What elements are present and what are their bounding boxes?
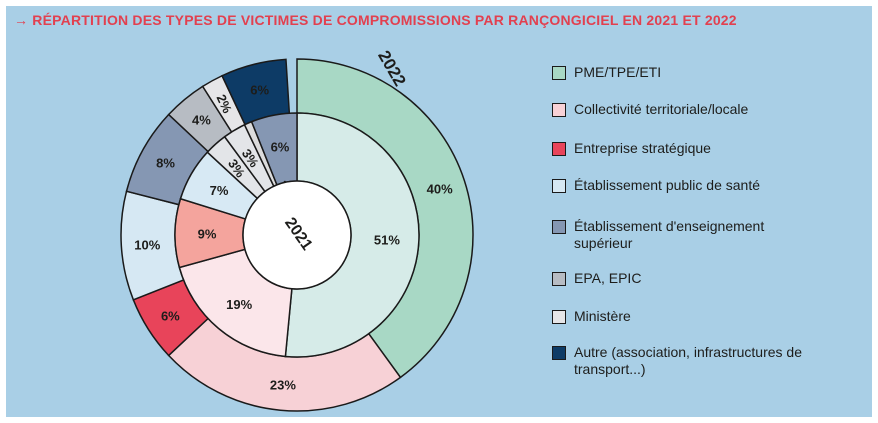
legend-swatch-4 [552,220,566,234]
legend-swatch-6 [552,310,566,324]
legend-swatch-3 [552,179,566,193]
outer-label-1: 23% [270,377,296,392]
outer-label-2: 6% [161,308,180,323]
legend-item-7: Autre (association, infrastructures de t… [552,344,824,378]
legend-swatch-2 [552,142,566,156]
legend-label-1: Collectivité territoriale/locale [574,101,749,117]
legend-item-1: Collectivité territoriale/locale [552,101,824,118]
legend-item-5: EPA, EPIC [552,270,824,287]
center-hole [242,180,352,290]
legend-label-4: Établissement d'enseignement supérieur [574,218,765,251]
inner-label-3: 7% [210,183,229,198]
outer-label-7: 6% [250,83,269,98]
legend-item-2: Entreprise stratégique [552,140,824,157]
legend-swatch-5 [552,272,566,286]
outer-label-3: 10% [134,237,160,252]
legend-item-4: Établissement d'enseignement supérieur [552,218,824,252]
legend-item-6: Ministère [552,308,824,325]
legend-item-3: Établissement public de santé [552,177,824,194]
legend-swatch-7 [552,346,566,360]
outer-label-0: 40% [427,182,453,197]
legend-label-3: Établissement public de santé [574,177,760,193]
inner-label-7: 6% [271,140,290,155]
outer-label-4: 8% [156,156,175,171]
outer-label-6: 2% [214,92,236,116]
legend-label-0: PME/TPE/ETI [574,64,662,80]
legend-swatch-0 [552,66,566,80]
legend-label-7: Autre (association, infrastructures de t… [574,344,802,377]
inner-label-2: 9% [198,227,217,242]
legend-label-6: Ministère [574,308,631,324]
inner-label-0: 51% [374,232,400,247]
legend-swatch-1 [552,103,566,117]
outer-label-5: 4% [192,112,211,127]
legend-label-5: EPA, EPIC [574,270,642,286]
outer-ring-2022 [120,58,474,412]
inner-label-1: 19% [226,297,252,312]
legend-item-0: PME/TPE/ETI [552,64,824,81]
legend-label-2: Entreprise stratégique [574,140,711,156]
chart-title: → RÉPARTITION DES TYPES DE VICTIMES DE C… [14,12,737,28]
